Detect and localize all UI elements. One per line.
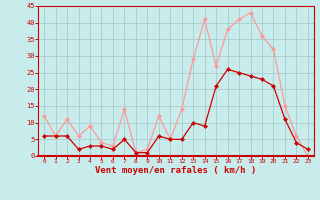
X-axis label: Vent moyen/en rafales ( km/h ): Vent moyen/en rafales ( km/h ) bbox=[95, 166, 257, 175]
